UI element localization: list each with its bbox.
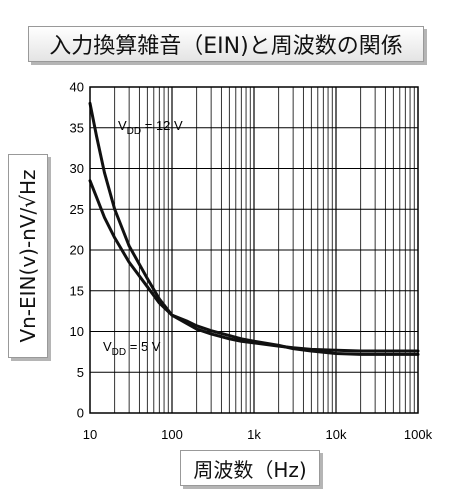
y-axis-label-box: Vn-EIN(v)-nV/√Hz: [8, 154, 48, 358]
chart-title: 入力換算雑音（EIN)と周波数の関係: [28, 26, 424, 62]
x-tick-label: 1k: [247, 427, 261, 442]
y-tick-label: 10: [70, 324, 84, 339]
x-tick-label: 10k: [326, 427, 347, 442]
x-tick-label: 10: [83, 427, 97, 442]
grid: [90, 87, 418, 413]
y-tick-label: 40: [70, 80, 84, 95]
tick-labels: 0 5 10 15 20 25 30 35 40 10 100 1k 10k 100k: [70, 80, 433, 443]
y-tick-label: 0: [77, 406, 84, 421]
vdd-annotation: VDD = 12 V: [118, 118, 183, 137]
y-tick-label: 15: [70, 283, 84, 298]
series-line: [88, 179, 420, 356]
y-tick-label: 35: [70, 120, 84, 135]
y-tick-label: 30: [70, 161, 84, 176]
vdd-annotation: VDD = 5 V: [103, 339, 161, 358]
series-group: [88, 101, 420, 356]
x-tick-label: 100k: [404, 427, 433, 442]
series-line: [88, 101, 420, 353]
annotations: VDD = 12 V VDD = 5 V: [103, 118, 183, 358]
x-tick-label: 100: [161, 427, 183, 442]
y-tick-label: 20: [70, 243, 84, 258]
y-tick-label: 5: [77, 365, 84, 380]
plot-frame: [89, 86, 419, 414]
x-axis-label: 周波数（Hz): [180, 450, 320, 486]
y-tick-label: 25: [70, 202, 84, 217]
